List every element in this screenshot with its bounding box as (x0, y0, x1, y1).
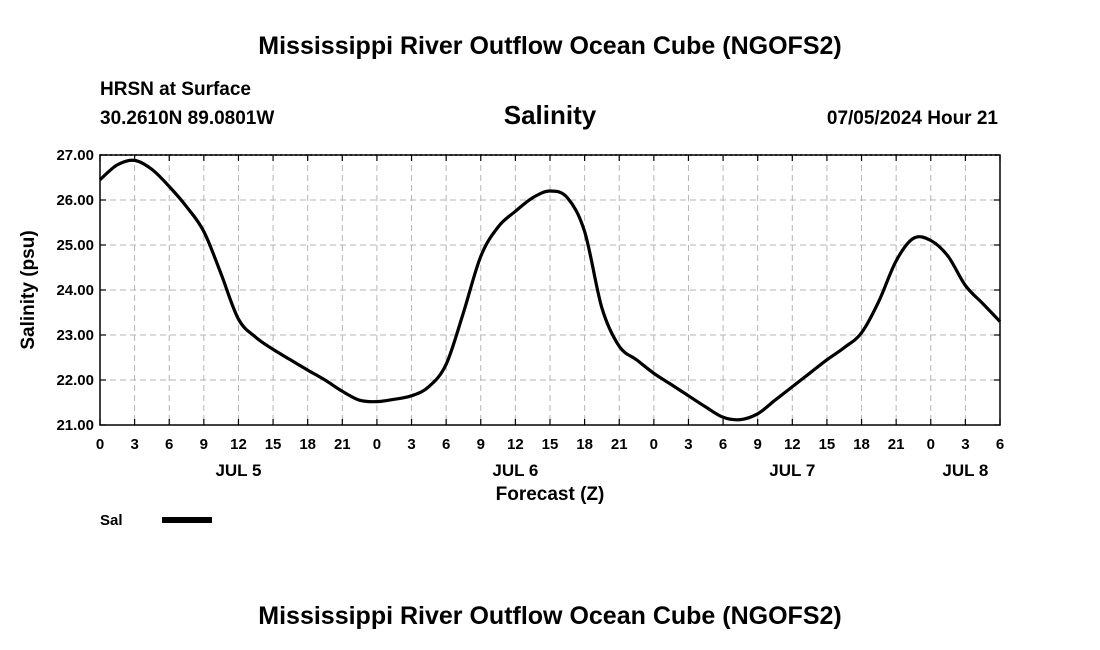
x-tick-label: 18 (853, 436, 870, 453)
x-axis-title: Forecast (Z) (496, 484, 605, 505)
x-tick-label: 6 (442, 436, 450, 453)
coords-label: 30.2610N 89.0801W (100, 108, 274, 129)
y-tick-label: 22.00 (56, 372, 94, 389)
x-tick-label: 0 (373, 436, 381, 453)
x-tick-label: 3 (961, 436, 969, 453)
x-tick-label: 3 (130, 436, 138, 453)
y-tick-label: 25.00 (56, 237, 94, 254)
x-tick-label: 12 (230, 436, 247, 453)
y-tick-label: 21.00 (56, 417, 94, 434)
day-label: JUL 7 (769, 461, 815, 480)
salinity-series-line (98, 158, 1002, 422)
station-label: HRSN at Surface (100, 79, 251, 100)
x-tick-label: 21 (611, 436, 628, 453)
x-tick-label: 3 (407, 436, 415, 453)
day-labels: JUL 5 JUL 6 JUL 7 JUL 8 (215, 461, 988, 480)
y-axis-ticks: 21.00 22.00 23.00 24.00 25.00 26.00 27.00 (56, 147, 1000, 434)
x-tick-label: 9 (477, 436, 485, 453)
y-tick-label: 27.00 (56, 147, 94, 164)
x-tick-label: 0 (927, 436, 935, 453)
x-tick-label: 12 (784, 436, 801, 453)
chart-top-title: Mississippi River Outflow Ocean Cube (NG… (258, 32, 841, 60)
x-tick-label: 15 (819, 436, 836, 453)
x-tick-label: 15 (265, 436, 282, 453)
x-tick-label: 9 (754, 436, 762, 453)
datetime-label: 07/05/2024 Hour 21 (827, 108, 999, 129)
y-tick-label: 23.00 (56, 327, 94, 344)
grid-lines (99, 154, 1001, 426)
day-label: JUL 6 (492, 461, 538, 480)
x-tick-label: 9 (200, 436, 208, 453)
x-tick-label: 18 (299, 436, 316, 453)
day-label: JUL 5 (215, 461, 261, 480)
day-label: JUL 8 (942, 461, 988, 480)
x-axis-ticks: 0 3 6 9 12 15 18 21 0 3 6 9 12 15 18 21 0 3 6 9 12 15 18 21 0 3 6 (96, 155, 1004, 453)
y-tick-label: 26.00 (56, 192, 94, 209)
y-tick-label: 24.00 (56, 282, 94, 299)
chart-bottom-title: Mississippi River Outflow Ocean Cube (NG… (258, 602, 841, 630)
x-tick-label: 6 (165, 436, 173, 453)
legend-label-sal: Sal (100, 512, 123, 529)
x-tick-label: 3 (684, 436, 692, 453)
y-axis-title: Salinity (psu) (18, 230, 39, 349)
x-tick-label: 0 (96, 436, 104, 453)
x-tick-label: 0 (650, 436, 658, 453)
x-tick-label: 21 (334, 436, 351, 453)
x-tick-label: 6 (996, 436, 1004, 453)
x-tick-label: 15 (542, 436, 559, 453)
x-tick-label: 18 (576, 436, 593, 453)
x-tick-label: 21 (888, 436, 905, 453)
x-tick-label: 6 (719, 436, 727, 453)
chart-title: Salinity (504, 100, 597, 130)
x-tick-label: 12 (507, 436, 524, 453)
